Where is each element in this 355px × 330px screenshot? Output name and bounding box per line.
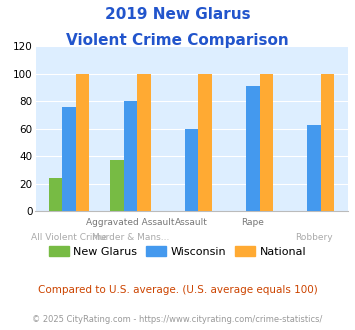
Text: Aggravated Assault: Aggravated Assault	[86, 218, 175, 227]
Text: Compared to U.S. average. (U.S. average equals 100): Compared to U.S. average. (U.S. average …	[38, 285, 317, 295]
Text: © 2025 CityRating.com - https://www.cityrating.com/crime-statistics/: © 2025 CityRating.com - https://www.city…	[32, 315, 323, 324]
Bar	[260, 74, 273, 211]
Text: Rape: Rape	[241, 218, 264, 227]
Text: Violent Crime Comparison: Violent Crime Comparison	[66, 33, 289, 48]
Bar	[307, 124, 321, 211]
Bar	[76, 74, 89, 211]
Text: 2019 New Glarus: 2019 New Glarus	[105, 7, 250, 21]
Legend: New Glarus, Wisconsin, National: New Glarus, Wisconsin, National	[44, 242, 311, 261]
Text: All Violent Crime: All Violent Crime	[31, 233, 107, 242]
Bar	[49, 178, 62, 211]
Text: Murder & Mans...: Murder & Mans...	[92, 233, 169, 242]
Bar	[198, 74, 212, 211]
Bar	[185, 129, 198, 211]
Bar	[321, 74, 334, 211]
Bar	[246, 86, 260, 211]
Bar	[124, 101, 137, 211]
Text: Robbery: Robbery	[295, 233, 333, 242]
Text: Assault: Assault	[175, 218, 208, 227]
Bar	[110, 160, 124, 211]
Bar	[62, 107, 76, 211]
Bar	[137, 74, 151, 211]
